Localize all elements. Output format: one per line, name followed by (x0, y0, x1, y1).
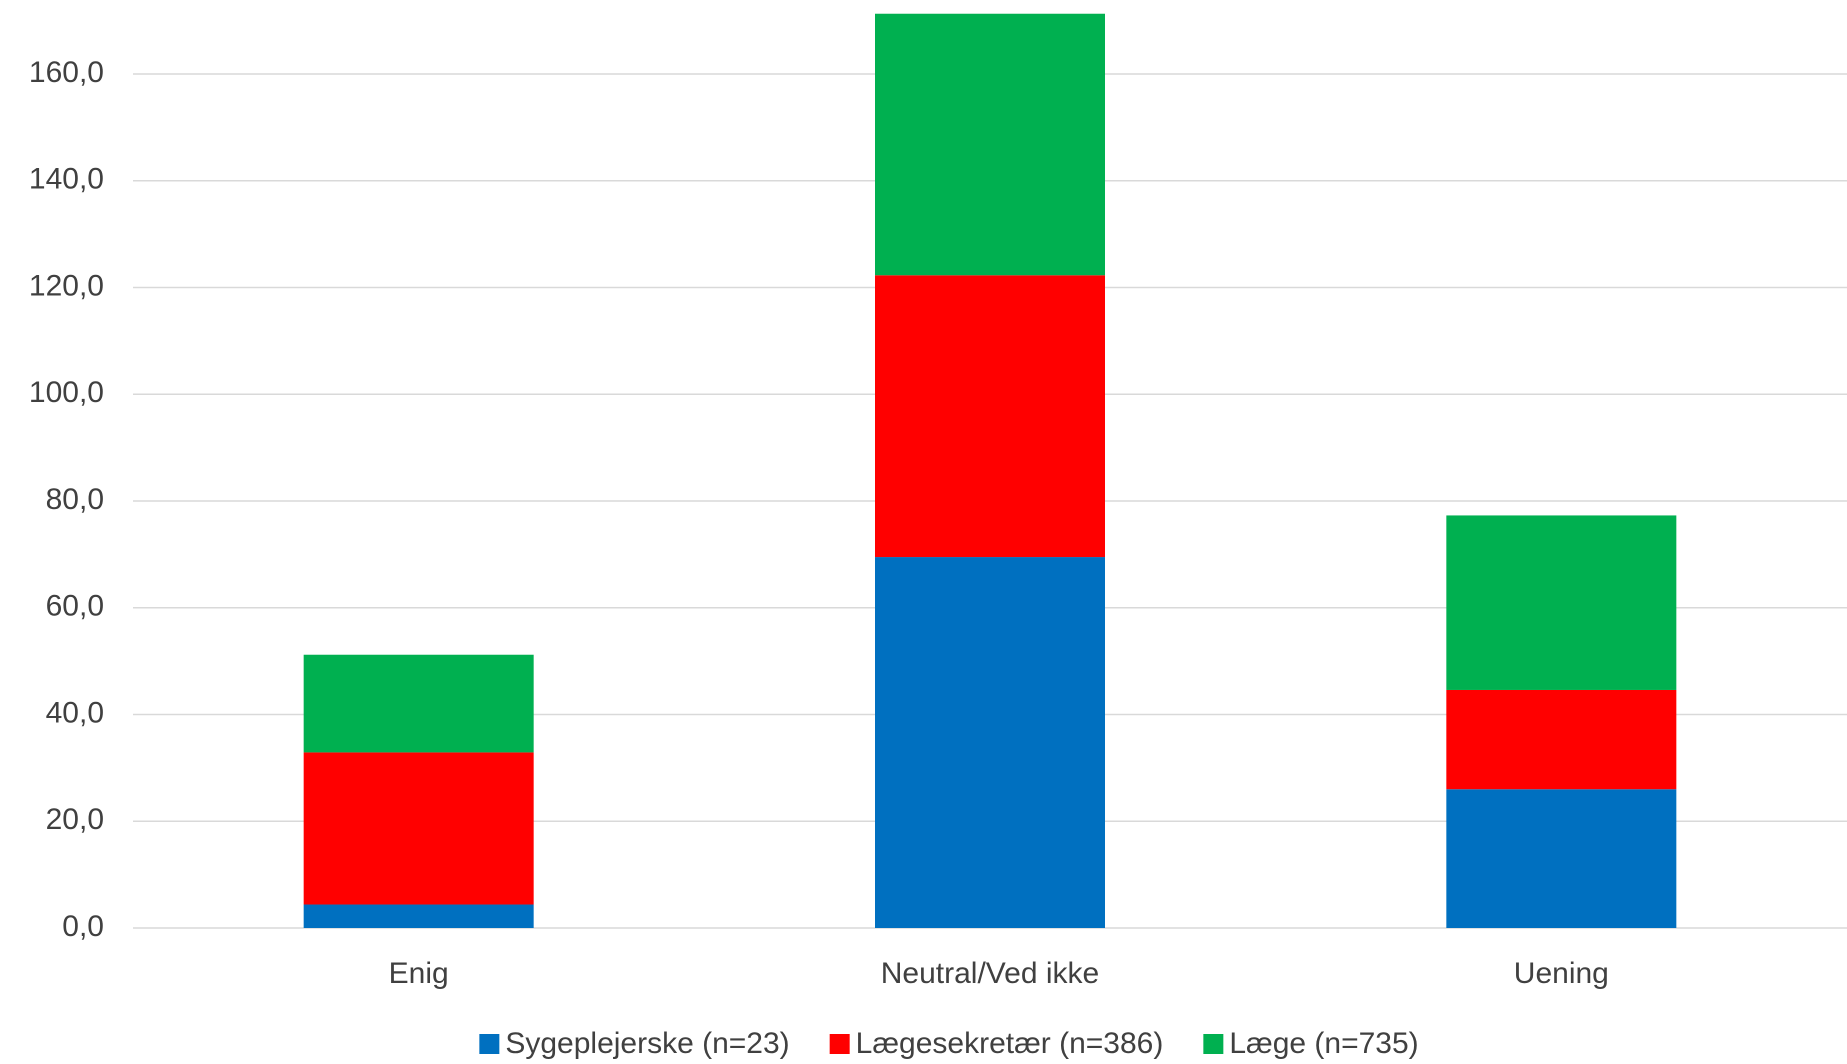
y-tick-label: 0,0 (62, 910, 104, 943)
legend-swatch (1203, 1034, 1224, 1054)
bar-segment (875, 13, 1105, 276)
y-tick-label: 80,0 (46, 483, 104, 516)
bar-segment (1446, 689, 1677, 790)
x-tick-label: Neutral/Ved ikke (881, 957, 1099, 990)
y-tick-label: 60,0 (46, 590, 104, 623)
x-tick-label: Uening (1514, 957, 1609, 990)
y-tick-label: 100,0 (29, 376, 104, 409)
legend-label: Sygeplejerske (n=23) (505, 1027, 789, 1060)
bar-segment (875, 275, 1105, 558)
y-tick-label: 160,0 (29, 56, 104, 89)
legend-swatch (479, 1034, 500, 1054)
bar-segment (1446, 789, 1677, 928)
bar-segment (1446, 515, 1677, 690)
y-tick-label: 20,0 (46, 803, 104, 836)
bar-segment (875, 557, 1105, 928)
legend-label: Lægesekretær (n=386) (856, 1027, 1164, 1060)
y-tick-label: 40,0 (46, 696, 104, 729)
legend-swatch (829, 1034, 850, 1054)
bar-segment (303, 752, 534, 905)
y-tick-label: 140,0 (29, 163, 104, 196)
y-tick-label: 120,0 (29, 269, 104, 302)
bar-segment (303, 654, 534, 753)
legend-label: Læge (n=735) (1229, 1027, 1418, 1060)
x-tick-label: Enig (389, 957, 449, 990)
bar-segment (303, 904, 534, 928)
